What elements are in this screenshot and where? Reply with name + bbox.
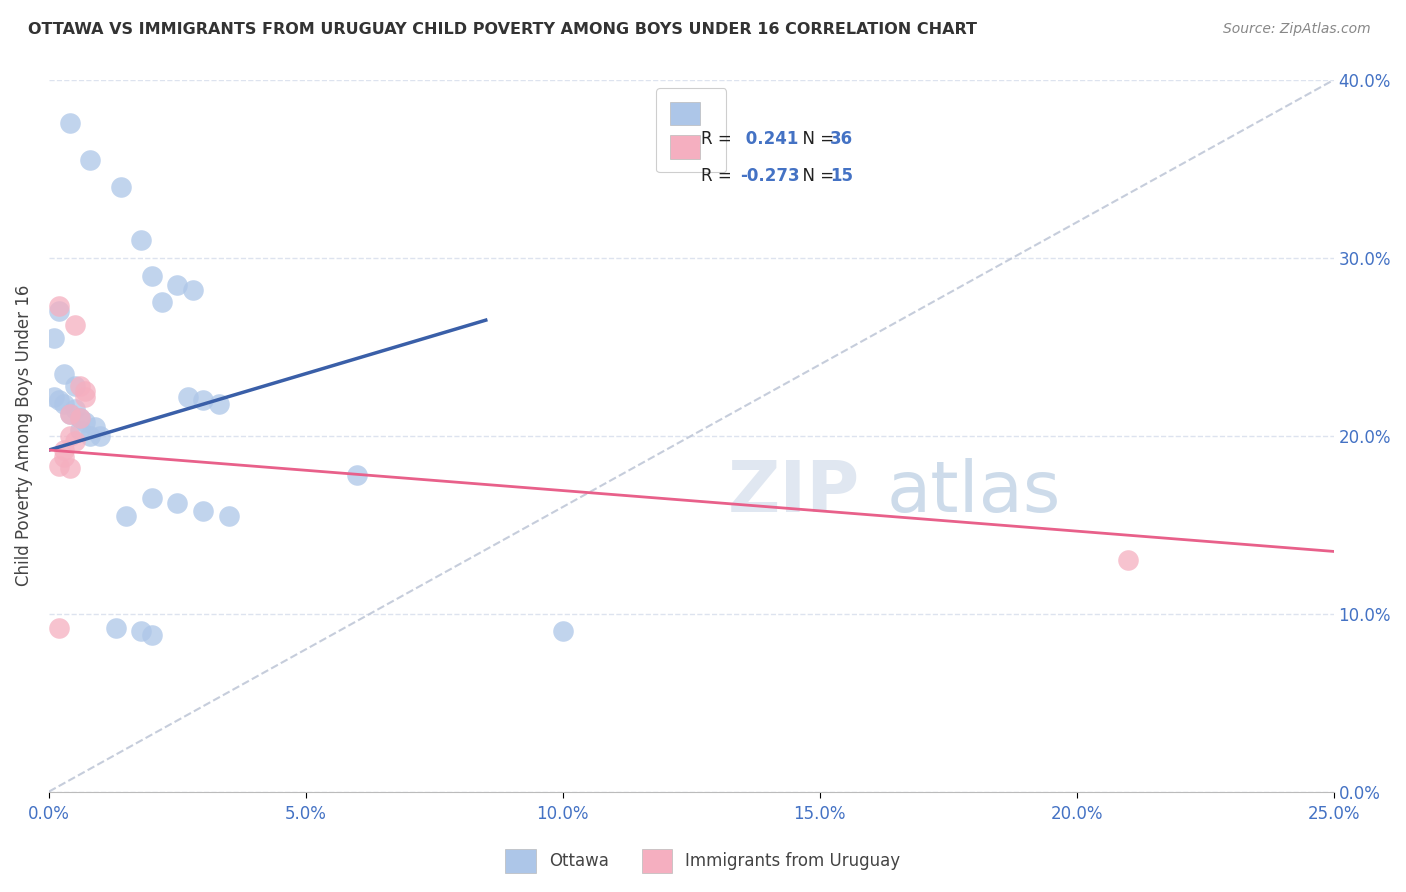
Point bbox=[191, 503, 214, 517]
Point bbox=[63, 318, 86, 333]
Text: Source: ZipAtlas.com: Source: ZipAtlas.com bbox=[1223, 22, 1371, 37]
Point bbox=[84, 420, 107, 434]
Point bbox=[69, 379, 91, 393]
Point bbox=[63, 402, 86, 417]
Point bbox=[131, 233, 153, 247]
Point bbox=[218, 508, 240, 523]
Point bbox=[63, 434, 86, 449]
Point bbox=[42, 390, 65, 404]
Point bbox=[346, 467, 368, 482]
Text: N =: N = bbox=[793, 130, 839, 148]
Point bbox=[207, 397, 229, 411]
Point bbox=[58, 460, 80, 475]
Legend: Ottawa, Immigrants from Uruguay: Ottawa, Immigrants from Uruguay bbox=[499, 842, 907, 880]
Point bbox=[58, 116, 80, 130]
Text: 0.241: 0.241 bbox=[741, 130, 799, 148]
Point bbox=[551, 624, 574, 639]
Point bbox=[79, 153, 101, 167]
Text: N =: N = bbox=[793, 167, 839, 185]
Point bbox=[69, 411, 91, 425]
Point bbox=[53, 397, 76, 411]
Point bbox=[1116, 553, 1139, 567]
Point bbox=[73, 415, 96, 429]
Text: 36: 36 bbox=[831, 130, 853, 148]
Text: R =: R = bbox=[702, 167, 737, 185]
Y-axis label: Child Poverty Among Boys Under 16: Child Poverty Among Boys Under 16 bbox=[15, 285, 32, 586]
Point bbox=[73, 384, 96, 399]
Legend: , : , bbox=[657, 88, 727, 172]
Point bbox=[79, 429, 101, 443]
Point bbox=[58, 408, 80, 422]
Point bbox=[141, 628, 163, 642]
Point bbox=[42, 331, 65, 345]
Point bbox=[48, 299, 70, 313]
Point bbox=[48, 304, 70, 318]
Point bbox=[115, 508, 138, 523]
Point bbox=[48, 458, 70, 473]
Text: ZIP: ZIP bbox=[728, 458, 860, 527]
Text: R =: R = bbox=[702, 130, 737, 148]
Point bbox=[48, 621, 70, 635]
Point bbox=[181, 283, 204, 297]
Point bbox=[166, 277, 188, 292]
Text: atlas: atlas bbox=[887, 458, 1062, 527]
Point bbox=[150, 295, 173, 310]
Text: -0.273: -0.273 bbox=[741, 167, 800, 185]
Point bbox=[48, 393, 70, 408]
Point bbox=[131, 624, 153, 639]
Point bbox=[58, 408, 80, 422]
Point bbox=[53, 367, 76, 381]
Point bbox=[53, 443, 76, 458]
Point bbox=[58, 429, 80, 443]
Point bbox=[69, 411, 91, 425]
Point bbox=[191, 393, 214, 408]
Point bbox=[110, 179, 132, 194]
Point bbox=[73, 390, 96, 404]
Point bbox=[89, 429, 111, 443]
Text: 15: 15 bbox=[831, 167, 853, 185]
Point bbox=[141, 491, 163, 505]
Point bbox=[141, 268, 163, 283]
Point bbox=[104, 621, 127, 635]
Point bbox=[53, 450, 76, 464]
Point bbox=[177, 390, 200, 404]
Point bbox=[63, 379, 86, 393]
Point bbox=[166, 496, 188, 510]
Point bbox=[69, 424, 91, 438]
Text: OTTAWA VS IMMIGRANTS FROM URUGUAY CHILD POVERTY AMONG BOYS UNDER 16 CORRELATION : OTTAWA VS IMMIGRANTS FROM URUGUAY CHILD … bbox=[28, 22, 977, 37]
